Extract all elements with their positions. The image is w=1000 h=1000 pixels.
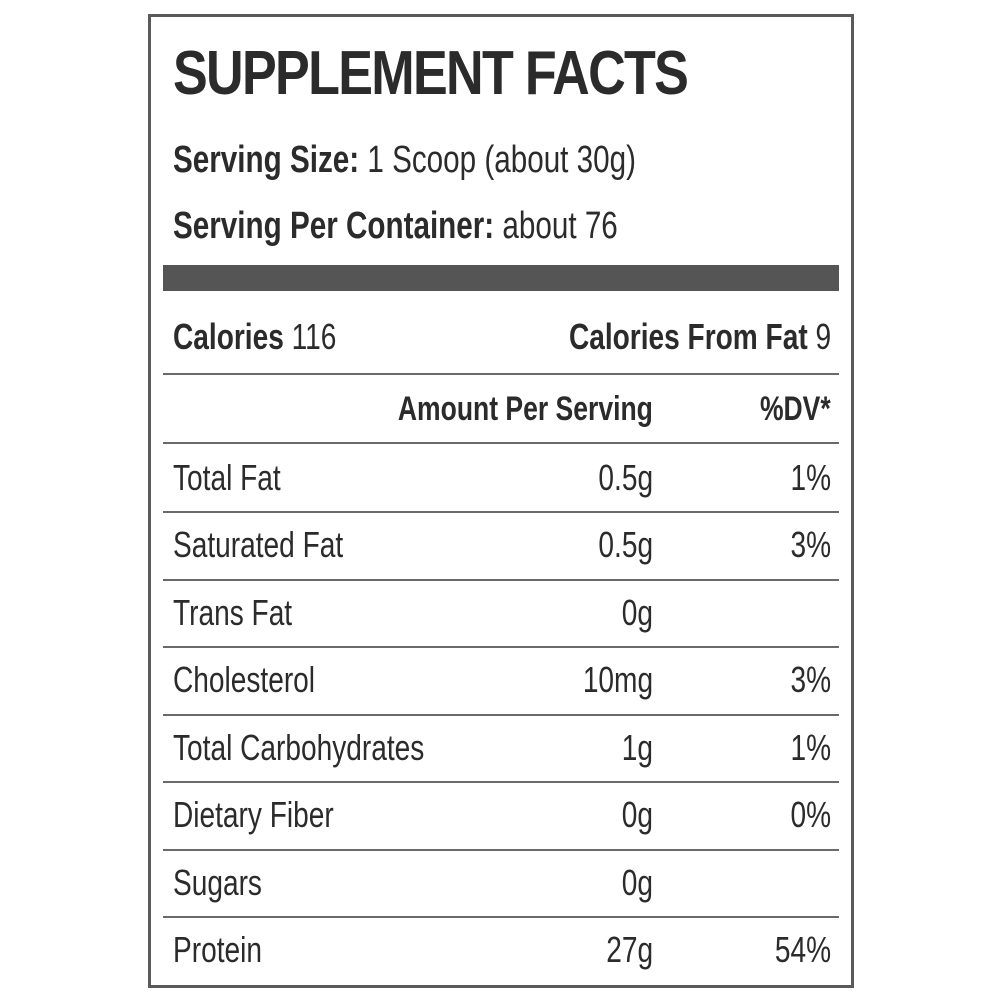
nutrient-amount: 0g [621,591,653,633]
nutrient-dv: 1% [790,726,831,768]
nutrient-name: Total Carbohydrates [173,726,425,768]
servings-per-container-value: about 76 [494,205,618,247]
calories-cell: Calories 116 [173,319,336,355]
nutrient-amount: 0g [621,794,653,835]
nutrient-name: Sugars [173,861,262,903]
nutrient-name: Trans Fat [173,591,293,633]
nutrient-dv: 54% [774,929,831,970]
nutrient-amount: 27g [606,929,653,970]
servings-per-container: Serving Per Container: about 76 [173,207,618,245]
nutrient-amount: 0.5g [598,456,653,498]
calories-from-fat-value: 9 [807,316,831,357]
thick-divider [163,265,839,291]
nutrient-amount: 0.5g [598,524,653,565]
serving-size-value: 1 Scoop (about 30g) [359,139,636,181]
servings-per-container-label: Serving Per Container: [173,205,495,247]
nutrient-dv: 3% [790,524,831,565]
nutrient-dv: 3% [790,659,831,700]
amount-header: Amount Per Serving [398,389,653,428]
nutrient-name: Dietary Fiber [173,794,334,835]
serving-size: Serving Size: 1 Scoop (about 30g) [173,141,636,179]
calories-label: Calories [173,316,284,357]
table-row: Dietary Fiber 0g 0% [163,782,839,851]
table-row: Saturated Fat 0.5g 3% [163,512,839,581]
nutrient-amount: 1g [621,726,653,768]
calories-from-fat-label: Calories From Fat [568,316,808,357]
calories-row: Calories 116 Calories From Fat 9 [163,301,839,375]
table-row: Total Carbohydrates 1g 1% [163,714,839,783]
nutrient-name: Total Fat [173,456,281,498]
dv-header: %DV* [760,389,831,428]
serving-size-label: Serving Size: [173,139,360,181]
table-row: Total Fat 0.5g 1% [163,444,839,513]
table-row: Cholesterol 10mg 3% [163,647,839,716]
panel-title: SUPPLEMENT FACTS [173,39,689,108]
table-row: Sugars 0g [163,849,839,918]
table-row: Protein 27g 54% [163,917,839,984]
header-row: Amount Per Serving %DV* [163,375,839,444]
table-row: Trans Fat 0g [163,579,839,648]
nutrient-name: Cholesterol [173,659,316,700]
nutrient-amount: 0g [621,861,653,903]
calories-value: 116 [283,316,337,357]
nutrient-dv: 1% [790,456,831,498]
nutrient-dv: 0% [790,794,831,835]
nutrient-name: Protein [173,929,262,970]
nutrient-name: Saturated Fat [173,524,344,565]
nutrient-amount: 10mg [582,659,653,700]
calories-from-fat-cell: Calories From Fat 9 [569,319,831,355]
supplement-facts-panel: SUPPLEMENT FACTS Serving Size: 1 Scoop (… [148,14,854,988]
